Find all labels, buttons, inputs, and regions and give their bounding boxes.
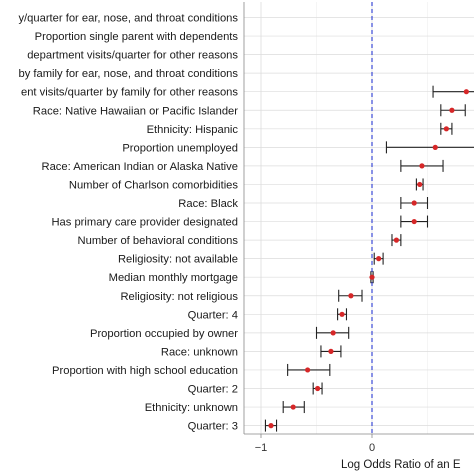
row-label: Ethnicity: Hispanic (147, 124, 239, 136)
point-estimate (393, 237, 400, 243)
x-tick-label: −1 (255, 442, 268, 454)
point-estimate (268, 423, 274, 429)
estimate-row (315, 326, 350, 339)
estimate-row (338, 289, 363, 302)
estimate-row (432, 85, 474, 98)
row-label: Race: unknown (161, 346, 238, 358)
point-estimate (449, 107, 455, 113)
estimate-row (337, 308, 348, 321)
point-estimate (328, 348, 334, 354)
estimate-row (391, 234, 402, 247)
row-label: Proportion unemployed (122, 142, 238, 154)
estimate-row (400, 159, 444, 172)
row-label: by family for ear, nose, and throat cond… (18, 68, 238, 80)
estimate-row (287, 363, 331, 376)
point-estimate (369, 274, 375, 280)
estimate-row (282, 401, 305, 414)
row-label: y/quarter for ear, nose, and throat cond… (18, 13, 238, 25)
estimate-row (400, 215, 429, 228)
grid-lines (244, 2, 474, 434)
row-label: department visits/quarter for other reas… (27, 50, 238, 62)
point-estimate (305, 367, 311, 373)
row-label: Proportion with high school education (52, 365, 238, 377)
row-label: Race: Native Hawaiian or Pacific Islande… (33, 105, 238, 117)
point-estimate (443, 126, 449, 132)
row-label: Quarter: 2 (188, 384, 238, 396)
estimate-row (415, 178, 424, 191)
row-label: Number of behavioral conditions (78, 235, 239, 247)
point-estimate (315, 385, 321, 392)
row-label: Ethnicity: unknown (145, 402, 238, 414)
row-label: Has primary care provider designated (51, 217, 238, 229)
point-estimate (411, 200, 417, 206)
row-label: Race: American Indian or Alaska Native (41, 161, 238, 173)
point-estimate (417, 181, 423, 188)
row-label: Quarter: 4 (188, 309, 238, 321)
estimate-row (320, 345, 342, 358)
row-label: Religiosity: not religious (120, 291, 238, 303)
point-estimate (432, 144, 438, 150)
point-estimate (419, 163, 425, 169)
estimate-row (400, 197, 429, 209)
estimate-row (440, 122, 453, 135)
row-label: Race: Black (178, 198, 238, 210)
point-estimate (463, 89, 469, 95)
row-label: Number of Charlson comorbidities (69, 179, 239, 191)
point-estimate (348, 293, 354, 299)
point-estimate (339, 311, 345, 317)
row-label: Religiosity: not available (118, 254, 238, 266)
estimate-row (369, 271, 375, 284)
point-estimate (376, 256, 382, 262)
point-estimate (290, 404, 296, 410)
plot-panel (243, 2, 474, 435)
estimate-row (440, 104, 466, 117)
x-tick-label: 0 (369, 442, 375, 454)
estimate-row (385, 141, 474, 154)
chart-marks (264, 2, 474, 434)
row-label: Proportion occupied by owner (90, 328, 238, 340)
estimate-row (312, 382, 323, 395)
estimate-row (373, 252, 384, 265)
row-label: Median monthly mortgage (109, 272, 238, 284)
point-estimate (330, 330, 336, 336)
x-axis-title: Log Odds Ratio of an E (341, 459, 461, 471)
y-axis-labels: y/quarter for ear, nose, and throat cond… (18, 13, 238, 433)
estimate-row (264, 419, 278, 432)
x-axis: −1 0 (255, 434, 375, 454)
row-label: ent visits/quarter by family for other r… (21, 87, 238, 99)
point-estimate (411, 218, 417, 225)
row-label: Quarter: 3 (188, 421, 238, 433)
row-label: Proportion single parent with dependents (35, 31, 239, 43)
